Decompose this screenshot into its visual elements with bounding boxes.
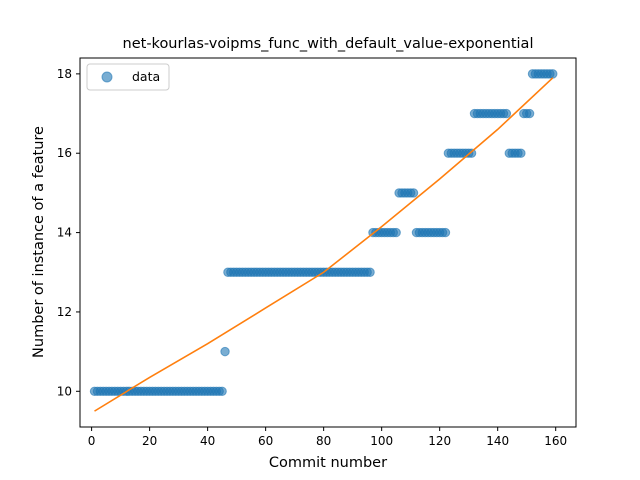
x-tick-label: 0 — [88, 434, 96, 448]
x-tick-label: 80 — [316, 434, 331, 448]
y-tick-label: 18 — [57, 67, 72, 81]
x-axis: 0 20 40 60 80 100 120 140 160 — [88, 427, 567, 448]
x-tick-label: 100 — [370, 434, 393, 448]
plot-area — [89, 69, 558, 412]
data-point — [466, 148, 477, 158]
y-tick-label: 12 — [57, 305, 72, 319]
legend-label-data: data — [132, 69, 160, 84]
legend: data — [86, 63, 170, 91]
x-tick-label: 20 — [142, 434, 157, 448]
x-tick-label: 140 — [486, 434, 509, 448]
data-point — [217, 386, 227, 396]
x-tick-label: 160 — [544, 434, 567, 448]
y-axis: 10 12 14 16 18 — [57, 67, 80, 398]
data-point — [524, 108, 535, 119]
data-point — [365, 267, 375, 277]
y-tick-label: 16 — [57, 146, 72, 160]
axes-frame — [79, 57, 577, 428]
data-point — [501, 108, 512, 119]
legend-box — [86, 63, 170, 91]
fit-line — [94, 77, 554, 412]
data-point — [516, 148, 526, 158]
chart-title: net-kourlas-voipms_func_with_default_val… — [123, 36, 534, 52]
data-point — [408, 188, 419, 198]
legend-marker — [101, 71, 113, 83]
y-tick-label: 10 — [57, 384, 72, 398]
data-point — [220, 346, 230, 357]
x-tick-label: 40 — [200, 434, 215, 448]
data-point — [440, 227, 451, 238]
y-tick-label: 14 — [57, 226, 72, 240]
x-tick-label: 60 — [258, 434, 273, 448]
data-point — [391, 227, 401, 238]
x-tick-label: 120 — [428, 434, 451, 448]
data-point — [548, 69, 558, 79]
x-axis-label: Commit number — [269, 455, 387, 471]
y-axis-label: Number of instance of a feature — [31, 126, 47, 358]
